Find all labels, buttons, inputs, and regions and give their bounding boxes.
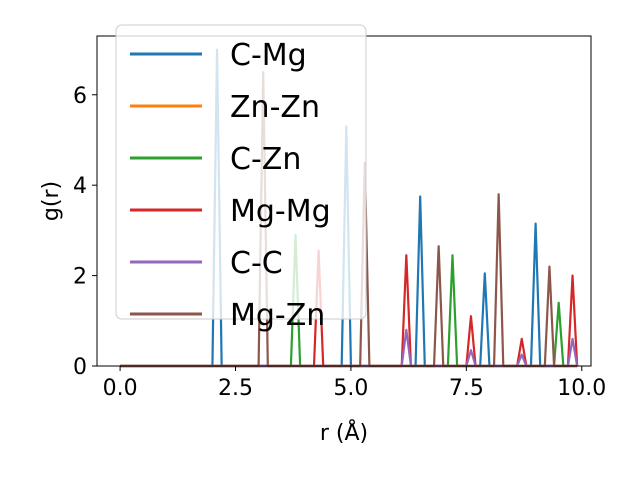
legend-label-4: C-C — [230, 246, 283, 281]
legend-label-0: C-Mg — [230, 38, 307, 73]
y-tick-label: 6 — [73, 84, 87, 109]
x-tick-label: 10.0 — [557, 376, 606, 401]
legend-label-3: Mg-Mg — [230, 194, 331, 229]
y-tick-label: 0 — [73, 355, 87, 380]
y-axis: 0 2 4 6 — [73, 84, 97, 380]
legend-label-1: Zn-Zn — [230, 90, 320, 125]
y-tick-label: 2 — [73, 265, 87, 290]
y-axis-label: g(r) — [39, 181, 64, 221]
y-tick-label: 4 — [73, 174, 87, 199]
x-axis: 0.0 2.5 5.0 7.5 10.0 — [103, 366, 606, 401]
legend-label-2: C-Zn — [230, 142, 301, 177]
legend: C-Mg Zn-Zn C-Zn Mg-Mg C-C Mg-Zn — [115, 24, 367, 333]
x-tick-label: 7.5 — [449, 376, 484, 401]
x-tick-label: 5.0 — [333, 376, 368, 401]
x-axis-label: r (Å) — [320, 419, 368, 446]
legend-box — [115, 24, 367, 320]
x-tick-label: 0.0 — [103, 376, 138, 401]
x-tick-label: 2.5 — [218, 376, 253, 401]
legend-label-5: Mg-Zn — [230, 298, 325, 333]
